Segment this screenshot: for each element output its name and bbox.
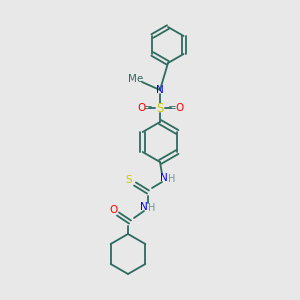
Text: S: S: [156, 101, 164, 115]
Text: H: H: [168, 174, 176, 184]
Text: O: O: [109, 205, 117, 215]
Text: =: =: [168, 103, 176, 113]
Text: H: H: [148, 203, 156, 213]
Text: N: N: [160, 173, 168, 183]
Text: N: N: [140, 202, 148, 212]
Text: S: S: [126, 175, 132, 185]
Text: O: O: [175, 103, 183, 113]
Text: =: =: [144, 103, 152, 113]
Text: O: O: [137, 103, 145, 113]
Text: Me: Me: [128, 74, 144, 84]
Text: N: N: [156, 85, 164, 95]
